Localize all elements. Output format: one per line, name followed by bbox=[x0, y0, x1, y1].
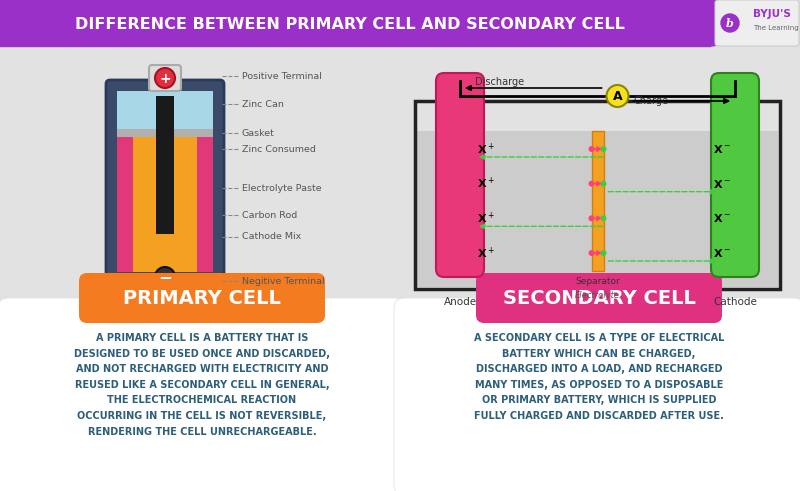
Text: Negitive Terminal: Negitive Terminal bbox=[242, 276, 325, 285]
Text: BYJU'S: BYJU'S bbox=[753, 9, 791, 19]
Circle shape bbox=[155, 267, 175, 287]
Circle shape bbox=[589, 216, 594, 221]
FancyBboxPatch shape bbox=[149, 65, 181, 91]
Text: Zinc Consumed: Zinc Consumed bbox=[242, 144, 316, 154]
FancyBboxPatch shape bbox=[436, 73, 484, 277]
Text: Electrolyte Paste: Electrolyte Paste bbox=[242, 184, 322, 193]
Circle shape bbox=[606, 85, 629, 107]
Text: Electrolyte: Electrolyte bbox=[575, 291, 620, 300]
FancyBboxPatch shape bbox=[715, 0, 799, 46]
Text: The Learning App: The Learning App bbox=[753, 25, 800, 31]
Text: $\mathbf{X}^+$: $\mathbf{X}^+$ bbox=[477, 141, 495, 157]
Text: $\mathbf{X}^-$: $\mathbf{X}^-$ bbox=[713, 143, 731, 155]
Text: A: A bbox=[613, 90, 622, 103]
Circle shape bbox=[601, 146, 606, 152]
Circle shape bbox=[589, 146, 594, 152]
Text: SECONDARY CELL: SECONDARY CELL bbox=[502, 289, 695, 307]
Text: Zinc Can: Zinc Can bbox=[242, 100, 284, 109]
Polygon shape bbox=[710, 0, 733, 46]
Text: Carbon Rod: Carbon Rod bbox=[242, 211, 298, 220]
Text: $\mathbf{X}^+$: $\mathbf{X}^+$ bbox=[477, 246, 495, 261]
Text: Gasket: Gasket bbox=[242, 129, 275, 137]
FancyBboxPatch shape bbox=[117, 91, 213, 129]
Bar bbox=[117, 137, 133, 272]
Bar bbox=[417, 131, 778, 287]
Text: Anode: Anode bbox=[443, 297, 477, 307]
Circle shape bbox=[589, 250, 594, 256]
FancyBboxPatch shape bbox=[0, 298, 406, 491]
Bar bbox=[117, 137, 213, 272]
Bar bbox=[117, 129, 213, 137]
Circle shape bbox=[601, 181, 606, 187]
Text: $\mathbf{X}^+$: $\mathbf{X}^+$ bbox=[477, 211, 495, 226]
Circle shape bbox=[601, 250, 606, 256]
Text: $\mathbf{X}^-$: $\mathbf{X}^-$ bbox=[713, 178, 731, 190]
Text: Charge: Charge bbox=[634, 96, 669, 106]
Text: A SECONDARY CELL IS A TYPE OF ELECTRICAL
BATTERY WHICH CAN BE CHARGED,
DISCHARGE: A SECONDARY CELL IS A TYPE OF ELECTRICAL… bbox=[474, 333, 724, 421]
FancyBboxPatch shape bbox=[476, 273, 722, 323]
FancyBboxPatch shape bbox=[394, 298, 800, 491]
Circle shape bbox=[155, 68, 175, 88]
Text: $\mathbf{X}^-$: $\mathbf{X}^-$ bbox=[713, 247, 731, 259]
Text: Cathode Mix: Cathode Mix bbox=[242, 232, 302, 242]
Bar bbox=[197, 137, 213, 272]
Text: Discharge: Discharge bbox=[475, 77, 524, 87]
Text: +: + bbox=[159, 72, 171, 85]
Bar bbox=[591, 131, 603, 271]
Text: b: b bbox=[726, 18, 734, 29]
Text: A PRIMARY CELL IS A BATTERY THAT IS
DESIGNED TO BE USED ONCE AND DISCARDED,
AND : A PRIMARY CELL IS A BATTERY THAT IS DESI… bbox=[74, 333, 330, 436]
Text: Separator: Separator bbox=[575, 276, 620, 285]
Text: Positive Terminal: Positive Terminal bbox=[242, 72, 322, 81]
FancyBboxPatch shape bbox=[106, 80, 224, 283]
Circle shape bbox=[601, 216, 606, 221]
Text: −: − bbox=[158, 269, 172, 287]
FancyBboxPatch shape bbox=[79, 273, 325, 323]
Bar bbox=[156, 96, 174, 234]
Text: DIFFERENCE BETWEEN PRIMARY CELL AND SECONDARY CELL: DIFFERENCE BETWEEN PRIMARY CELL AND SECO… bbox=[75, 17, 625, 31]
Circle shape bbox=[721, 14, 739, 32]
Text: $\mathbf{X}^-$: $\mathbf{X}^-$ bbox=[713, 212, 731, 224]
Text: PRIMARY CELL: PRIMARY CELL bbox=[123, 289, 281, 307]
Text: Cathode: Cathode bbox=[713, 297, 757, 307]
Text: $\mathbf{X}^+$: $\mathbf{X}^+$ bbox=[477, 176, 495, 191]
FancyBboxPatch shape bbox=[711, 73, 759, 277]
Circle shape bbox=[589, 181, 594, 187]
